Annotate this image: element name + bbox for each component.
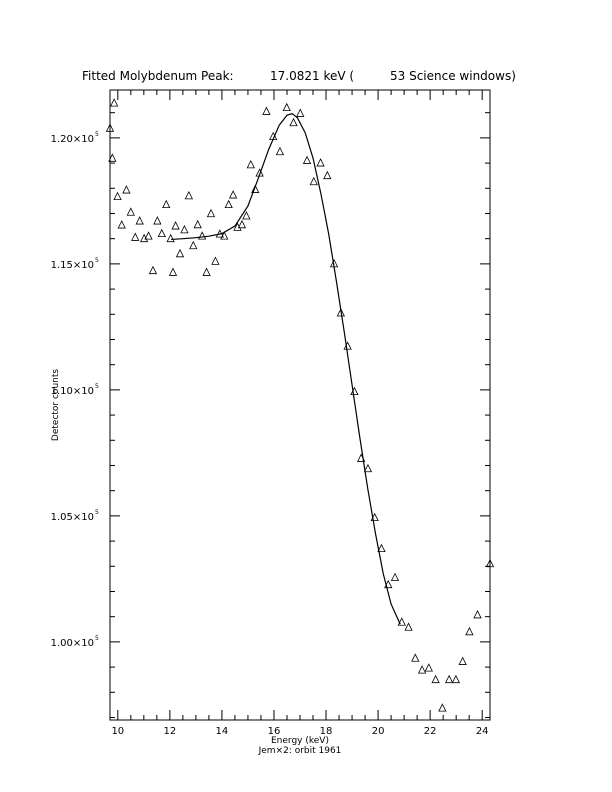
data-point xyxy=(309,176,318,186)
data-point xyxy=(126,207,135,216)
data-point xyxy=(202,267,211,276)
x-tick-label: 18 xyxy=(320,726,333,737)
data-point xyxy=(363,463,373,473)
data-point xyxy=(157,228,166,238)
y-tick-exponent: 5 xyxy=(95,257,99,264)
data-point xyxy=(262,106,271,115)
data-point xyxy=(131,232,140,241)
data-point xyxy=(289,117,298,127)
data-point xyxy=(397,617,406,626)
data-point xyxy=(424,663,433,672)
data-point xyxy=(237,219,247,229)
data-point xyxy=(166,233,175,243)
data-point xyxy=(438,703,447,712)
x-axis-tick-labels: 10 12 14 16 18 20 22 24 xyxy=(111,726,488,737)
data-point xyxy=(113,191,122,201)
data-point xyxy=(485,558,495,568)
data-point xyxy=(153,216,162,225)
x-tick-label: 24 xyxy=(476,726,489,737)
y-tick-label: 1.15×10 xyxy=(51,260,94,271)
data-point xyxy=(148,265,158,275)
data-point xyxy=(162,199,171,209)
chart-title-windows: 53 Science windows) xyxy=(390,69,516,83)
y-tick-label: 1.00×10 xyxy=(51,638,94,649)
data-point xyxy=(122,185,131,194)
data-point xyxy=(336,308,346,317)
data-point xyxy=(211,256,220,265)
data-point xyxy=(316,158,325,167)
data-point xyxy=(117,220,126,229)
y-tick-exponent: 5 xyxy=(95,635,99,642)
y-tick-exponent: 5 xyxy=(95,131,99,138)
data-point xyxy=(343,341,352,350)
data-point xyxy=(108,153,117,162)
data-point xyxy=(135,216,144,225)
data-point xyxy=(473,610,482,619)
data-point xyxy=(105,123,115,132)
data-markers xyxy=(105,98,495,712)
data-point xyxy=(215,229,224,238)
data-point xyxy=(269,131,278,141)
x-tick-label: 22 xyxy=(424,726,437,737)
y-tick-exponent: 5 xyxy=(95,383,99,390)
y-tick-label: 1.20×10 xyxy=(51,134,94,145)
data-point xyxy=(384,579,393,589)
x-tick-label: 12 xyxy=(163,726,176,737)
data-point xyxy=(206,208,216,218)
data-point xyxy=(350,386,359,396)
chart-title-energy: 17.0821 keV ( xyxy=(270,69,354,83)
data-point xyxy=(323,170,332,180)
data-point xyxy=(431,674,440,684)
data-point xyxy=(329,258,339,268)
data-point xyxy=(451,674,461,684)
footer-note: Jem×2: orbit 1961 xyxy=(258,746,342,756)
data-point xyxy=(417,665,427,674)
y-axis-ticks xyxy=(110,112,490,718)
data-point xyxy=(175,248,185,258)
data-point xyxy=(184,190,194,200)
data-point xyxy=(242,211,251,220)
x-tick-label: 10 xyxy=(111,726,124,737)
x-tick-label: 16 xyxy=(268,726,281,737)
data-point xyxy=(251,184,260,193)
data-point xyxy=(282,102,291,112)
y-tick-exponent: 5 xyxy=(95,509,99,516)
x-tick-label: 20 xyxy=(372,726,385,737)
data-point xyxy=(197,231,207,240)
data-point xyxy=(168,267,178,276)
data-point xyxy=(296,108,305,117)
data-point xyxy=(377,543,386,553)
data-point xyxy=(458,656,467,665)
data-point xyxy=(110,98,119,107)
x-tick-label: 14 xyxy=(216,726,229,737)
x-axis-label: Energy (keV) xyxy=(271,736,329,746)
data-point xyxy=(411,653,420,662)
data-point xyxy=(246,159,255,169)
data-point xyxy=(275,146,285,156)
data-point xyxy=(224,199,233,209)
data-point xyxy=(171,221,180,230)
data-point xyxy=(189,240,198,250)
data-point xyxy=(465,626,474,636)
chart-title-left: Fitted Molybdenum Peak: xyxy=(82,69,234,83)
y-tick-label: 1.05×10 xyxy=(51,512,94,523)
y-axis-tick-labels: 1.00×10 51.05×10 51.10×10 51.15×10 51.20×10 5 xyxy=(51,131,99,649)
data-point xyxy=(302,155,312,164)
data-point xyxy=(193,219,202,229)
data-point xyxy=(180,224,189,234)
data-point xyxy=(357,453,366,462)
data-point xyxy=(255,168,264,177)
y-tick-label: 1.10×10 xyxy=(51,386,94,397)
data-point xyxy=(220,231,229,240)
data-point xyxy=(444,674,454,684)
data-point xyxy=(144,231,153,240)
data-point xyxy=(390,572,400,582)
data-point xyxy=(404,622,413,631)
data-point xyxy=(370,512,379,522)
y-axis-label: Detector counts xyxy=(51,369,61,441)
x-axis-ticks xyxy=(117,90,483,720)
data-point xyxy=(228,190,238,199)
